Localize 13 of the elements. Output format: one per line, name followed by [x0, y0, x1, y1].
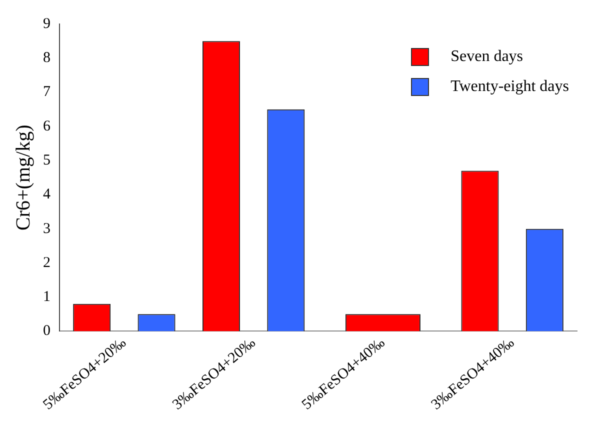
y-tick-label: 5	[43, 152, 50, 168]
y-tick-label: 0	[43, 323, 50, 340]
y-tick-label: 2	[43, 254, 50, 271]
y-tick-label: 1	[43, 289, 50, 306]
y-tick-label: 7	[43, 84, 51, 100]
y-tick-label: 8	[43, 50, 50, 66]
y-tick-label: 3	[43, 220, 50, 237]
y-axis-title: Cr6+(mg/kg)	[12, 124, 34, 230]
legend-label: Seven days	[450, 48, 524, 66]
y-tick-label: 9	[43, 16, 50, 32]
legend-label: Twenty-eight days	[450, 78, 569, 96]
y-tick-label: 4	[43, 186, 51, 203]
y-tick-label: 6	[43, 118, 51, 134]
